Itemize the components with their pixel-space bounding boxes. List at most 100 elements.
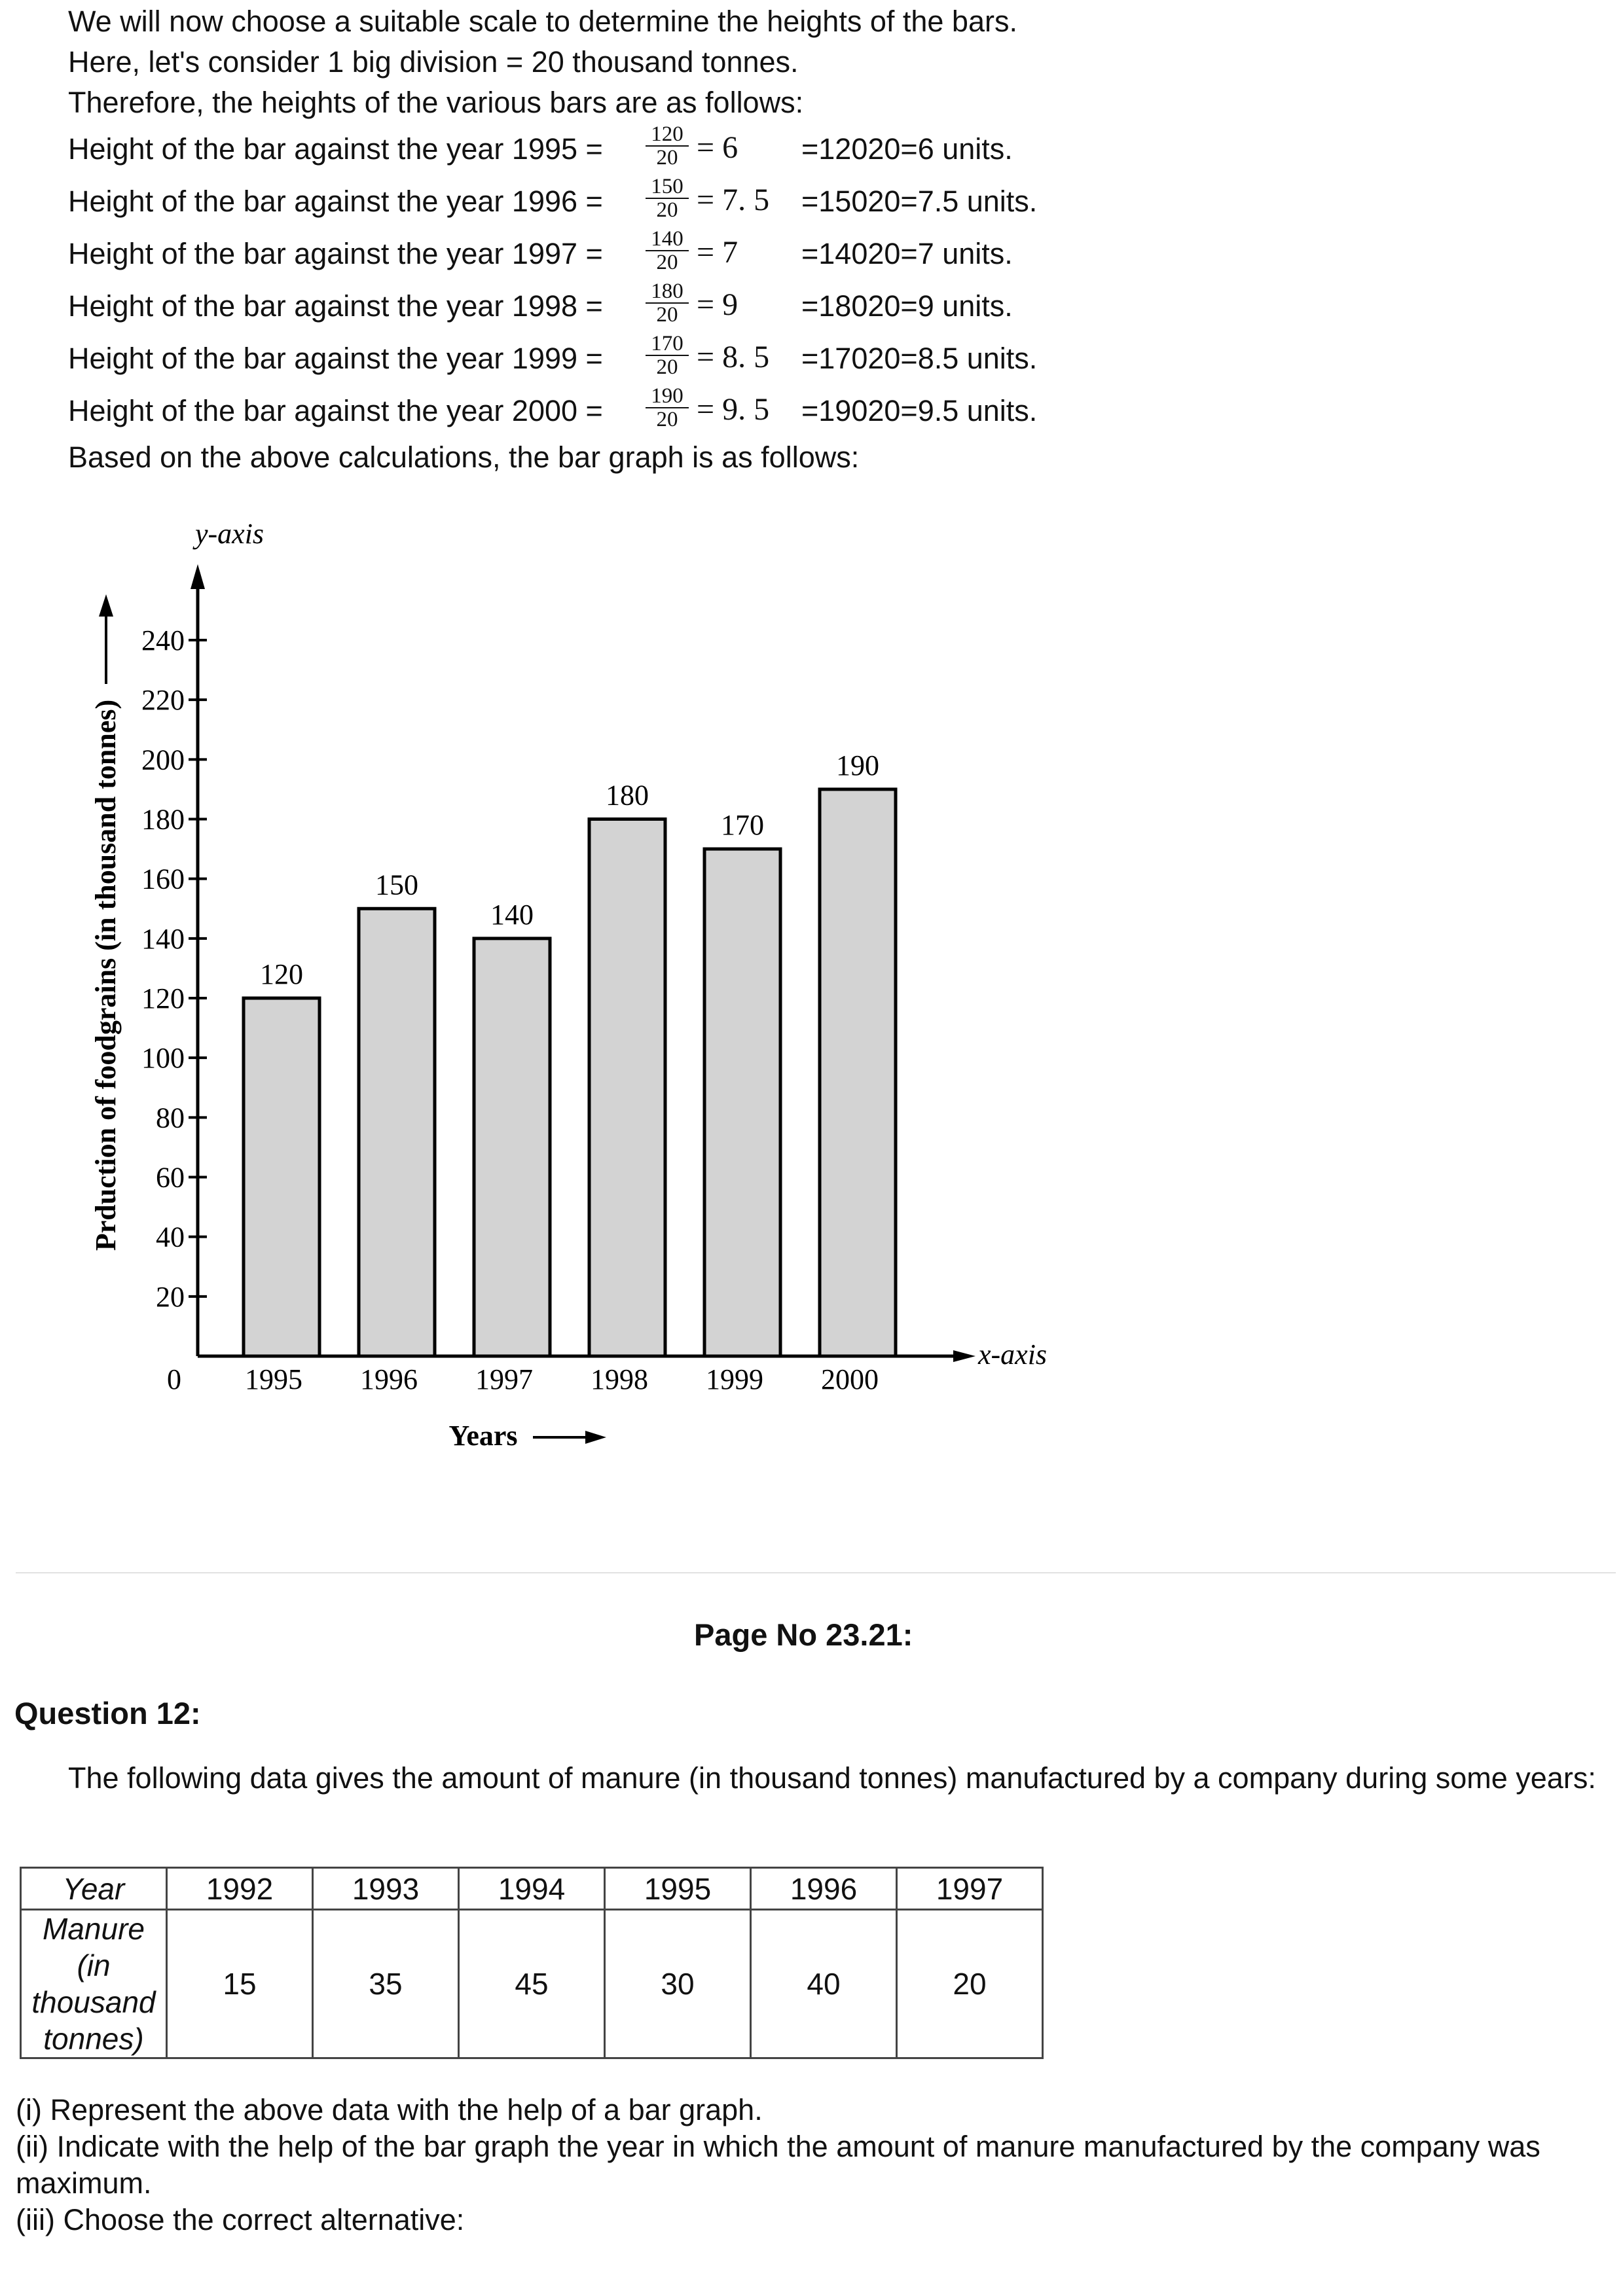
divider bbox=[16, 1572, 1616, 1573]
part-iii: (iii) Choose the correct alternative: bbox=[16, 2203, 465, 2236]
bar bbox=[242, 996, 321, 1358]
question-parts: (i) Represent the above data with the he… bbox=[16, 2092, 1600, 2238]
row-result: = 9 bbox=[697, 287, 739, 322]
y-tick-label: 120 bbox=[141, 982, 185, 1014]
y-axis-title: Prduction of foodgrains (in thousand ton… bbox=[90, 700, 122, 1251]
y-tick-label: 80 bbox=[156, 1102, 185, 1134]
fraction-denominator: 20 bbox=[656, 303, 678, 327]
y-tick-label: 140 bbox=[141, 923, 185, 955]
manure-label-line: tonnes) bbox=[43, 2022, 144, 2056]
fraction-denominator: 20 bbox=[656, 251, 678, 274]
row-result: = 8. 5 bbox=[697, 340, 770, 374]
fraction-numerator: 140 bbox=[646, 228, 689, 251]
bar-value-label: 180 bbox=[606, 780, 649, 812]
y-tick-label: 240 bbox=[141, 624, 185, 656]
row-label: Height of the bar against the year 1997 … bbox=[68, 237, 603, 270]
row-result: = 7 bbox=[697, 235, 739, 270]
bar-value-label: 120 bbox=[260, 958, 303, 990]
row-result: = 9. 5 bbox=[697, 392, 770, 427]
row-label: Height of the bar against the year 1995 … bbox=[68, 132, 603, 166]
fraction-numerator: 170 bbox=[646, 332, 689, 356]
intro-line-2: Here, let's consider 1 big division = 20… bbox=[68, 45, 799, 79]
table-cell: 35 bbox=[312, 1909, 460, 2059]
manure-label-line: Manure bbox=[43, 1912, 145, 1946]
fraction-numerator: 150 bbox=[646, 175, 689, 199]
table-cell: 15 bbox=[166, 1909, 314, 2059]
fraction: 190 20 bbox=[646, 385, 689, 431]
bar-value-label: 140 bbox=[490, 899, 534, 931]
row-alt-text: =17020=8.5 units. bbox=[801, 342, 1038, 375]
row-label: Height of the bar against the year 1996 … bbox=[68, 185, 603, 218]
bar-chart: y-axis x-axis 0 20 40 60 80 100 120 140 160 180 200 2… bbox=[90, 518, 1047, 1452]
x-tick-label: 1999 bbox=[706, 1363, 763, 1395]
bar bbox=[702, 847, 782, 1358]
table-cell: 1996 bbox=[750, 1867, 898, 1910]
row-alt-text: =14020=7 units. bbox=[801, 237, 1013, 270]
x-axis-title-arrow-icon bbox=[585, 1431, 606, 1444]
table-cell: 40 bbox=[750, 1909, 898, 2059]
table-cell: 1994 bbox=[458, 1867, 606, 1910]
table-row: Year 1992 1993 1994 1995 1996 1997 bbox=[20, 1867, 1044, 1910]
origin-label: 0 bbox=[167, 1363, 181, 1395]
y-tick-label: 200 bbox=[141, 744, 185, 776]
y-axis-title-arrow-icon bbox=[99, 594, 113, 617]
bar bbox=[818, 787, 898, 1358]
table-cell: 30 bbox=[604, 1909, 752, 2059]
table-row: Manure (in thousand tonnes) 15 35 45 30 … bbox=[20, 1909, 1044, 2059]
table-cell: 1995 bbox=[604, 1867, 752, 1910]
x-axis-arrow-icon bbox=[953, 1350, 976, 1362]
fraction: 140 20 bbox=[646, 228, 689, 274]
row-alt-text: =19020=9.5 units. bbox=[801, 394, 1038, 427]
y-tick-label: 60 bbox=[156, 1162, 185, 1194]
row-alt-text: =18020=9 units. bbox=[801, 289, 1013, 323]
fraction-numerator: 120 bbox=[646, 123, 689, 147]
manure-label-line: thousand bbox=[31, 1985, 156, 2019]
y-axis-arrow-icon bbox=[191, 564, 205, 589]
table-header-year: Year bbox=[20, 1867, 168, 1910]
row-result: = 7. 5 bbox=[697, 183, 770, 217]
y-tick-label: 180 bbox=[141, 804, 185, 836]
fraction-denominator: 20 bbox=[656, 146, 678, 170]
part-ii: (ii) Indicate with the help of the bar g… bbox=[16, 2130, 1541, 2200]
row-label: Height of the bar against the year 1998 … bbox=[68, 289, 603, 323]
manure-label-line: (in bbox=[77, 1948, 111, 1982]
table-cell: 1993 bbox=[312, 1867, 460, 1910]
fraction-denominator: 20 bbox=[656, 198, 678, 222]
row-label: Height of the bar against the year 1999 … bbox=[68, 342, 603, 375]
table-header-manure: Manure (in thousand tonnes) bbox=[20, 1909, 168, 2059]
y-axis-name: y-axis bbox=[192, 518, 264, 550]
intro-line-3: Therefore, the heights of the various ba… bbox=[68, 86, 804, 119]
table-cell: 20 bbox=[896, 1909, 1044, 2059]
row-result: = 6 bbox=[697, 130, 739, 165]
x-tick-label: 1995 bbox=[245, 1363, 302, 1395]
part-i: (i) Represent the above data with the he… bbox=[16, 2093, 763, 2126]
y-tick-label: 20 bbox=[156, 1281, 185, 1313]
bar-value-label: 150 bbox=[375, 869, 418, 901]
x-tick-label: 1998 bbox=[591, 1363, 648, 1395]
fraction-denominator: 20 bbox=[656, 408, 678, 431]
row-alt-text: =15020=7.5 units. bbox=[801, 185, 1038, 218]
y-tick-label: 100 bbox=[141, 1042, 185, 1074]
table-cell: 1997 bbox=[896, 1867, 1044, 1910]
fraction: 180 20 bbox=[646, 280, 689, 326]
fraction-numerator: 180 bbox=[646, 280, 689, 304]
bar-value-label: 190 bbox=[836, 749, 879, 781]
x-axis-name: x-axis bbox=[977, 1338, 1047, 1371]
table-cell: 1992 bbox=[166, 1867, 314, 1910]
manure-table: Year 1992 1993 1994 1995 1996 1997 Manur… bbox=[20, 1867, 1044, 2059]
bar-value-label: 170 bbox=[721, 809, 764, 841]
y-tick-label: 160 bbox=[141, 863, 185, 895]
question-title: Question 12: bbox=[14, 1696, 201, 1731]
fraction: 170 20 bbox=[646, 332, 689, 378]
x-tick-label: 1996 bbox=[360, 1363, 418, 1395]
page-number: Page No 23.21: bbox=[694, 1617, 913, 1652]
table-cell: 45 bbox=[458, 1909, 606, 2059]
question-text: The following data gives the amount of m… bbox=[68, 1761, 1596, 1795]
y-tick-label: 40 bbox=[156, 1221, 185, 1253]
row-label: Height of the bar against the year 2000 … bbox=[68, 394, 603, 427]
x-tick-label: 1997 bbox=[475, 1363, 533, 1395]
bar bbox=[587, 817, 667, 1358]
x-tick-label: 2000 bbox=[821, 1363, 879, 1395]
bar bbox=[472, 937, 552, 1358]
bar bbox=[357, 906, 437, 1358]
